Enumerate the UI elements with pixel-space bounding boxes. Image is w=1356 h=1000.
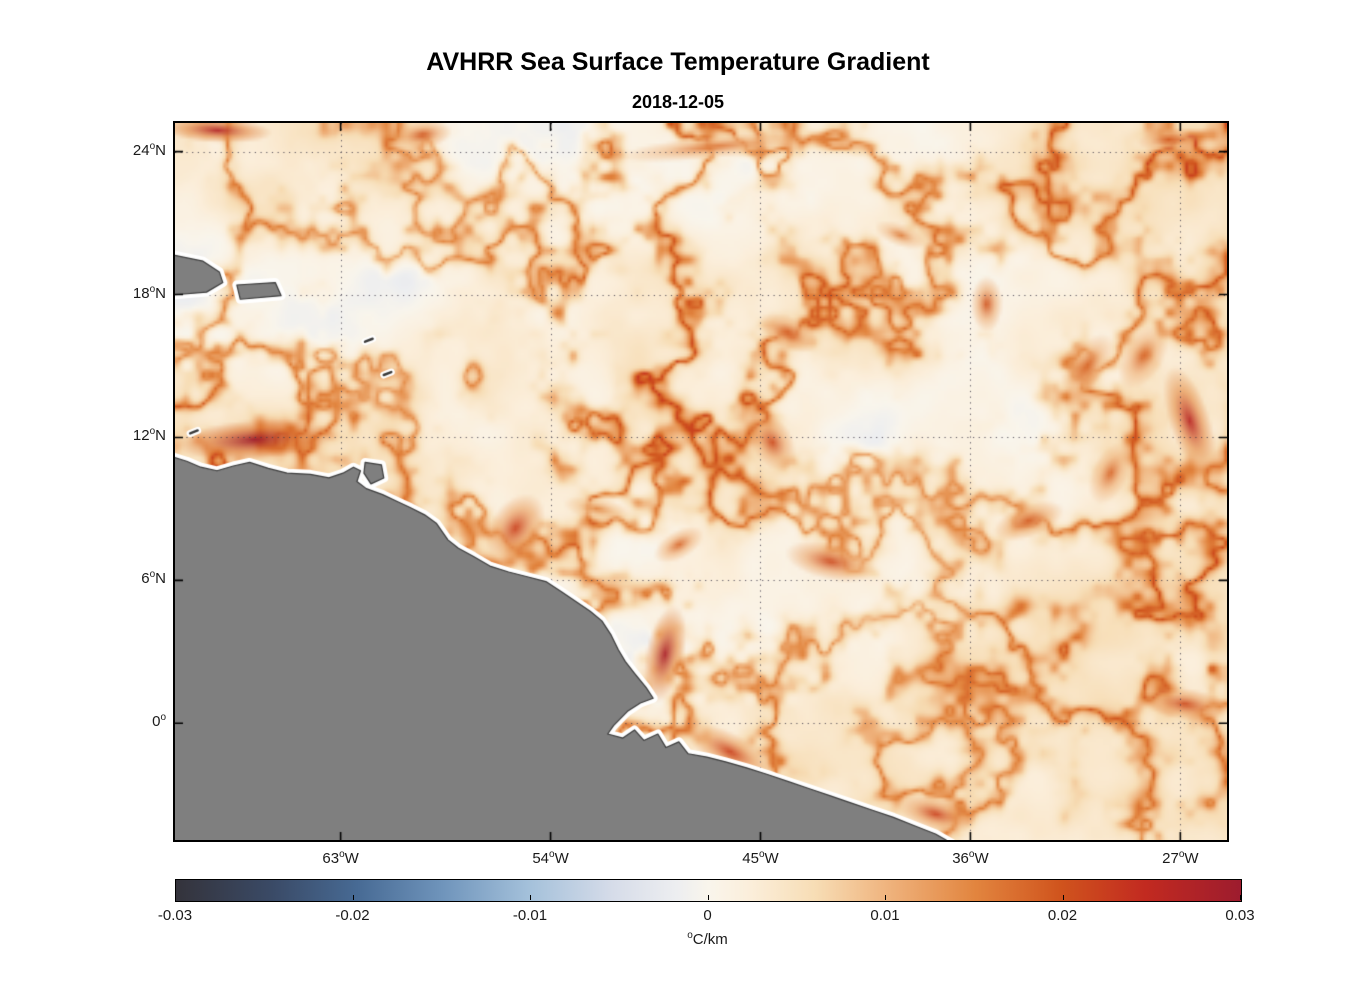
y-tick-label: 24oN: [132, 140, 166, 159]
colorbar-tick: [175, 895, 176, 900]
x-tick-label: 54oW: [532, 849, 569, 868]
colorbar-tick-label: 0.03: [1225, 907, 1255, 924]
y-tick-label: 0o: [152, 712, 166, 731]
y-tick-label: 6oN: [141, 569, 166, 588]
chart-title: AVHRR Sea Surface Temperature Gradient: [426, 48, 930, 76]
colorbar: [175, 879, 1242, 902]
y-tick-label: 12oN: [132, 426, 166, 445]
colorbar-tick-label: 0.02: [1047, 907, 1078, 924]
colorbar-tick: [707, 895, 709, 900]
chart-subtitle: 2018-12-05: [631, 92, 725, 112]
x-tick-label: 45oW: [742, 849, 779, 868]
x-tick-label: 27oW: [1162, 849, 1199, 868]
x-tick-label: 36oW: [952, 849, 989, 868]
colorbar-tick: [1062, 895, 1064, 900]
colorbar-tick-label: 0: [703, 907, 712, 924]
x-tick-label: 63oW: [322, 849, 359, 868]
colorbar-tick-label: -0.01: [512, 907, 548, 924]
colorbar-unit-label: oC/km: [687, 930, 728, 949]
map-plot: [173, 121, 1229, 842]
map-overlay-canvas: [175, 123, 1227, 840]
colorbar-tick: [352, 895, 354, 900]
colorbar-tick-label: -0.02: [335, 907, 370, 924]
colorbar-gradient: [176, 880, 1241, 901]
colorbar-tick-label: -0.03: [157, 907, 193, 924]
colorbar-tick: [1240, 895, 1241, 900]
y-tick-label: 18oN: [132, 283, 166, 302]
colorbar-tick: [885, 895, 886, 900]
colorbar-tick-label: 0.01: [870, 907, 900, 924]
colorbar-tick: [530, 895, 531, 900]
